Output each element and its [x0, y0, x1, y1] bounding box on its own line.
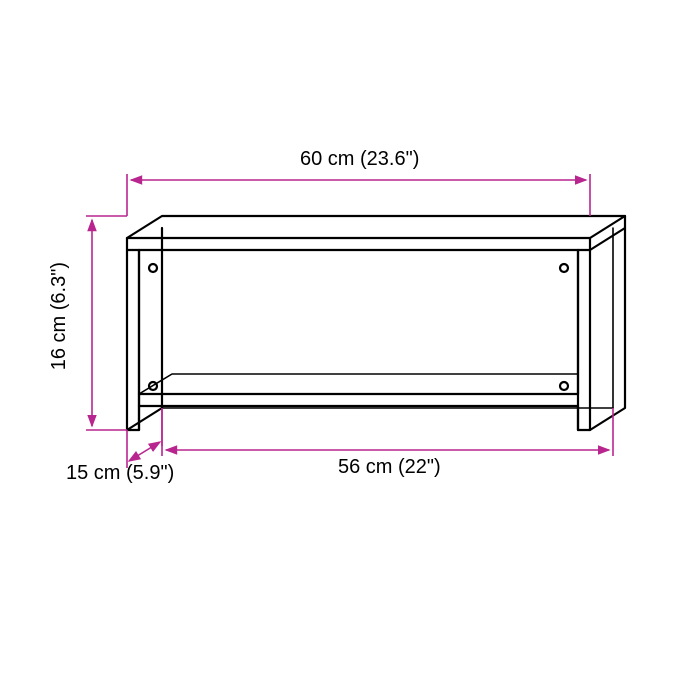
dim-label-inner-width: 56 cm (22") [338, 456, 441, 479]
dimension-lines [86, 174, 613, 468]
furniture-outline [127, 216, 625, 430]
dim-label-depth: 15 cm (5.9") [66, 462, 174, 485]
diagram-canvas: 60 cm (23.6") 16 cm (6.3") 15 cm (5.9") … [0, 0, 700, 700]
dim-label-height: 16 cm (6.3") [48, 262, 71, 370]
dim-label-top-width: 60 cm (23.6") [300, 148, 419, 171]
drawing-svg [0, 0, 700, 700]
